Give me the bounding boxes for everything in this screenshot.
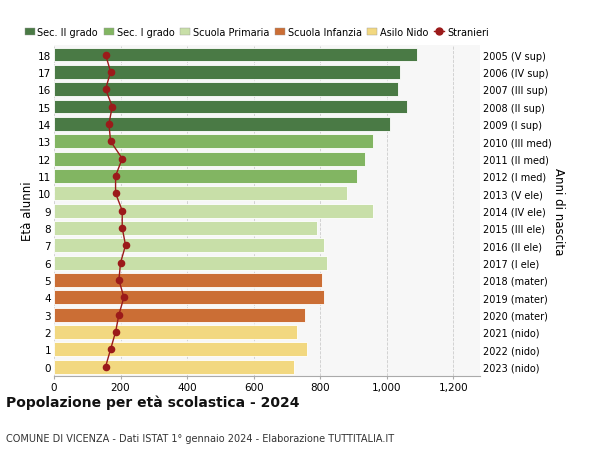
Bar bbox=[54, 66, 400, 80]
Point bbox=[114, 311, 124, 319]
Bar bbox=[54, 152, 365, 166]
Point bbox=[119, 294, 128, 301]
Point bbox=[106, 138, 115, 146]
Y-axis label: Anni di nascita: Anni di nascita bbox=[553, 168, 565, 255]
Bar bbox=[54, 170, 357, 184]
Bar bbox=[54, 204, 373, 218]
Point bbox=[104, 121, 114, 129]
Text: COMUNE DI VICENZA - Dati ISTAT 1° gennaio 2024 - Elaborazione TUTTITALIA.IT: COMUNE DI VICENZA - Dati ISTAT 1° gennai… bbox=[6, 433, 394, 442]
Bar bbox=[54, 101, 407, 114]
Bar bbox=[54, 83, 398, 97]
Y-axis label: Età alunni: Età alunni bbox=[21, 181, 34, 241]
Bar bbox=[54, 274, 322, 287]
Bar bbox=[54, 49, 417, 62]
Text: Popolazione per età scolastica - 2024: Popolazione per età scolastica - 2024 bbox=[6, 395, 299, 409]
Bar bbox=[54, 325, 297, 339]
Point bbox=[111, 329, 121, 336]
Bar bbox=[54, 342, 307, 357]
Point bbox=[106, 69, 115, 76]
Point bbox=[101, 363, 110, 370]
Point bbox=[121, 242, 130, 249]
Bar bbox=[54, 308, 305, 322]
Bar bbox=[54, 135, 373, 149]
Point bbox=[118, 225, 127, 232]
Bar bbox=[54, 187, 347, 201]
Bar bbox=[54, 239, 323, 252]
Bar bbox=[54, 222, 317, 235]
Point bbox=[107, 104, 117, 111]
Bar bbox=[54, 360, 293, 374]
Point bbox=[111, 190, 121, 197]
Point bbox=[118, 156, 127, 163]
Legend: Sec. II grado, Sec. I grado, Scuola Primaria, Scuola Infanzia, Asilo Nido, Stran: Sec. II grado, Sec. I grado, Scuola Prim… bbox=[25, 28, 488, 38]
Bar bbox=[54, 256, 327, 270]
Bar bbox=[54, 118, 390, 132]
Point bbox=[111, 173, 121, 180]
Point bbox=[101, 86, 110, 94]
Point bbox=[118, 207, 127, 215]
Bar bbox=[54, 291, 323, 305]
Point bbox=[106, 346, 115, 353]
Point bbox=[114, 277, 124, 284]
Point bbox=[101, 52, 110, 59]
Point bbox=[116, 259, 125, 267]
